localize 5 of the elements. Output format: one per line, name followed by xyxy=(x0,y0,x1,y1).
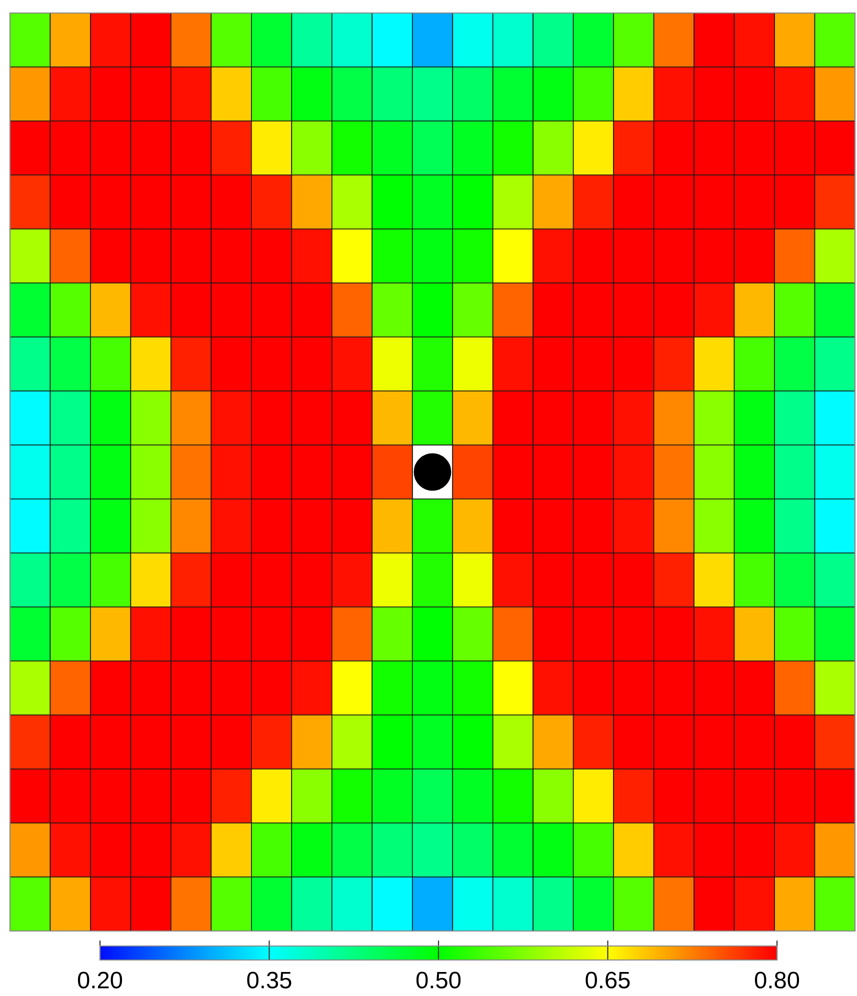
color-bar-label: 0.20 xyxy=(78,972,122,988)
color-bar-label: 0.65 xyxy=(586,972,630,988)
color-bar-label: 0.80 xyxy=(754,972,800,988)
color-bar-label: 0.50 xyxy=(416,972,461,988)
color-bar-label: 0.35 xyxy=(247,972,292,988)
